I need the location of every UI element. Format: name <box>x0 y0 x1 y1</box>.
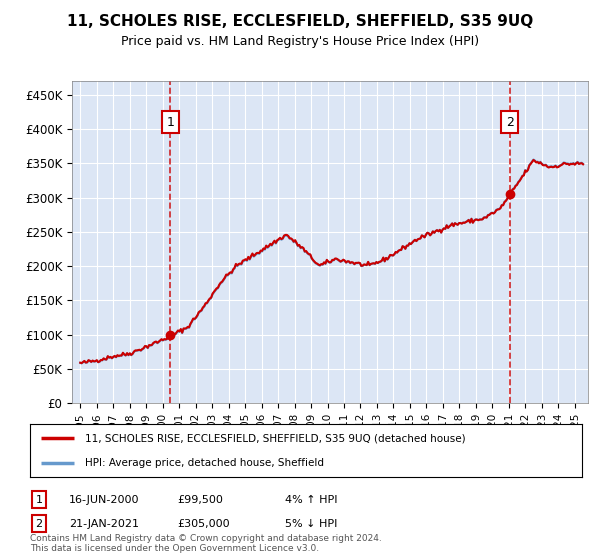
Text: HPI: Average price, detached house, Sheffield: HPI: Average price, detached house, Shef… <box>85 458 324 468</box>
Text: 2: 2 <box>35 519 43 529</box>
Text: £305,000: £305,000 <box>177 519 230 529</box>
Text: 2: 2 <box>506 116 514 129</box>
Text: 11, SCHOLES RISE, ECCLESFIELD, SHEFFIELD, S35 9UQ (detached house): 11, SCHOLES RISE, ECCLESFIELD, SHEFFIELD… <box>85 433 466 444</box>
Text: 16-JUN-2000: 16-JUN-2000 <box>69 494 139 505</box>
Text: 11, SCHOLES RISE, ECCLESFIELD, SHEFFIELD, S35 9UQ: 11, SCHOLES RISE, ECCLESFIELD, SHEFFIELD… <box>67 14 533 29</box>
Text: 1: 1 <box>166 116 174 129</box>
Text: Contains HM Land Registry data © Crown copyright and database right 2024.
This d: Contains HM Land Registry data © Crown c… <box>30 534 382 553</box>
Text: 4% ↑ HPI: 4% ↑ HPI <box>285 494 337 505</box>
Text: 5% ↓ HPI: 5% ↓ HPI <box>285 519 337 529</box>
Text: 21-JAN-2021: 21-JAN-2021 <box>69 519 139 529</box>
Text: £99,500: £99,500 <box>177 494 223 505</box>
Text: 1: 1 <box>35 494 43 505</box>
Text: Price paid vs. HM Land Registry's House Price Index (HPI): Price paid vs. HM Land Registry's House … <box>121 35 479 48</box>
